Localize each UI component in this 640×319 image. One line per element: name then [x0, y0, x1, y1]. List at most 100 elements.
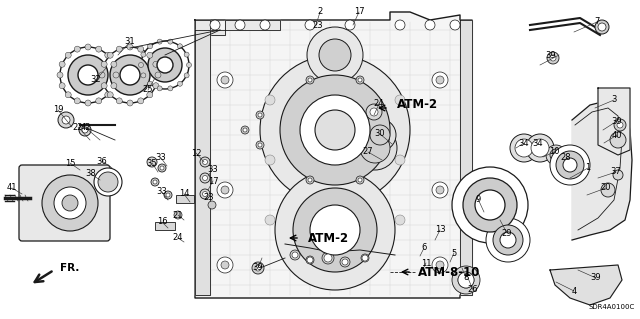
Text: 33: 33: [156, 153, 166, 162]
Circle shape: [200, 173, 210, 183]
Polygon shape: [598, 88, 630, 155]
Text: 21: 21: [173, 211, 183, 219]
Circle shape: [148, 44, 152, 49]
Circle shape: [342, 259, 348, 265]
Text: 33: 33: [207, 165, 218, 174]
Circle shape: [493, 225, 523, 255]
Circle shape: [221, 261, 229, 269]
Circle shape: [258, 143, 262, 147]
Circle shape: [452, 266, 480, 294]
Circle shape: [306, 256, 314, 264]
Circle shape: [101, 61, 107, 67]
Circle shape: [308, 78, 312, 82]
Text: 15: 15: [65, 159, 76, 167]
Circle shape: [436, 261, 444, 269]
Circle shape: [358, 78, 362, 82]
Circle shape: [54, 187, 86, 219]
Circle shape: [361, 254, 369, 262]
Circle shape: [151, 178, 159, 186]
Circle shape: [256, 141, 264, 149]
Bar: [176, 195, 194, 203]
Circle shape: [62, 116, 70, 124]
FancyBboxPatch shape: [19, 165, 110, 241]
Circle shape: [177, 44, 182, 49]
Circle shape: [78, 65, 98, 85]
Text: 12: 12: [191, 149, 201, 158]
Text: 33: 33: [157, 188, 168, 197]
Circle shape: [59, 61, 65, 67]
Text: 2: 2: [317, 8, 323, 17]
Text: 22: 22: [73, 122, 83, 131]
Circle shape: [452, 167, 528, 243]
Circle shape: [147, 52, 153, 58]
Circle shape: [550, 149, 562, 161]
Circle shape: [94, 168, 122, 196]
Circle shape: [127, 100, 133, 106]
Circle shape: [547, 52, 559, 64]
Polygon shape: [195, 20, 280, 35]
Circle shape: [102, 47, 158, 103]
Circle shape: [306, 76, 314, 84]
Circle shape: [57, 72, 63, 78]
Circle shape: [166, 193, 170, 197]
Circle shape: [241, 126, 249, 134]
Text: 36: 36: [97, 157, 108, 166]
Circle shape: [217, 182, 233, 198]
Circle shape: [221, 76, 229, 84]
Circle shape: [96, 98, 102, 104]
Circle shape: [366, 104, 382, 120]
Text: 13: 13: [435, 226, 445, 234]
Text: 42: 42: [81, 123, 92, 132]
Circle shape: [340, 257, 350, 267]
Circle shape: [147, 92, 153, 98]
Text: 11: 11: [420, 258, 431, 268]
Circle shape: [68, 55, 108, 95]
Circle shape: [243, 128, 247, 132]
Text: 29: 29: [502, 228, 512, 238]
Circle shape: [184, 52, 189, 57]
Circle shape: [113, 72, 119, 78]
Circle shape: [360, 133, 390, 163]
Text: 34: 34: [518, 138, 529, 147]
Circle shape: [168, 39, 173, 44]
Circle shape: [598, 23, 606, 31]
Circle shape: [260, 20, 270, 30]
Circle shape: [200, 189, 210, 199]
Text: 38: 38: [86, 169, 97, 179]
Text: 23: 23: [204, 194, 214, 203]
Circle shape: [74, 46, 80, 52]
Circle shape: [432, 182, 448, 198]
Circle shape: [138, 98, 144, 104]
Circle shape: [108, 92, 113, 98]
Circle shape: [364, 119, 396, 151]
Text: 9: 9: [476, 195, 481, 204]
Circle shape: [99, 72, 105, 78]
Text: FR.: FR.: [60, 263, 79, 273]
Circle shape: [515, 139, 533, 157]
Circle shape: [563, 158, 577, 172]
Circle shape: [148, 48, 182, 82]
Circle shape: [306, 176, 314, 184]
Text: ATM-2: ATM-2: [308, 232, 349, 244]
Text: 31: 31: [125, 38, 135, 47]
Circle shape: [526, 134, 554, 162]
Circle shape: [265, 155, 275, 165]
Circle shape: [116, 98, 122, 104]
Circle shape: [550, 145, 590, 185]
Circle shape: [116, 46, 122, 52]
Circle shape: [265, 215, 275, 225]
Circle shape: [157, 39, 162, 44]
Circle shape: [475, 190, 505, 220]
Circle shape: [362, 255, 368, 261]
Circle shape: [458, 272, 474, 288]
Text: 10: 10: [548, 147, 559, 157]
Text: 27: 27: [363, 147, 373, 157]
Circle shape: [531, 139, 549, 157]
Circle shape: [153, 83, 159, 89]
Circle shape: [500, 232, 516, 248]
Circle shape: [60, 47, 116, 103]
Text: 37: 37: [611, 167, 621, 176]
Circle shape: [98, 172, 118, 192]
Circle shape: [293, 188, 377, 272]
Circle shape: [217, 257, 233, 273]
